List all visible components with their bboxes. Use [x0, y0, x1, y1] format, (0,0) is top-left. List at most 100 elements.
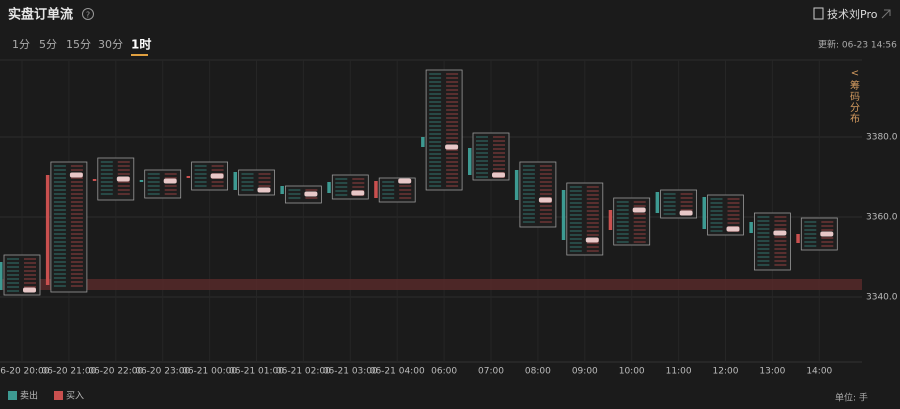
panel-label-char: 布	[850, 113, 860, 125]
close-marker	[23, 287, 36, 293]
cell-right	[446, 77, 459, 79]
cell-left	[429, 113, 442, 115]
cell-right	[446, 133, 459, 135]
cell-right	[586, 206, 599, 208]
x-tick-label: 06-21 01:00	[229, 367, 284, 377]
cell-left	[194, 165, 207, 167]
cell-left	[476, 152, 488, 154]
cell-right	[633, 225, 646, 227]
cell-left	[100, 177, 113, 179]
brand-icon	[813, 7, 824, 20]
cell-right	[70, 253, 83, 255]
cell-left	[53, 217, 66, 219]
cell-left	[429, 97, 442, 99]
cell-right	[352, 178, 365, 180]
cell-right	[727, 222, 740, 224]
cell-right	[446, 141, 459, 143]
tab[interactable]: 5分	[39, 38, 57, 51]
cell-left	[757, 248, 770, 250]
cell-left	[569, 198, 582, 200]
cell-right	[727, 214, 740, 216]
cell-right	[539, 213, 552, 215]
cell-left	[569, 234, 582, 236]
update-time: 更新: 06-23 14:56	[818, 39, 897, 51]
cell-right	[70, 229, 83, 231]
candle-body	[45, 175, 50, 285]
cell-right	[727, 198, 740, 200]
help-icon[interactable]	[82, 8, 94, 20]
cell-left	[522, 169, 535, 171]
cell-left	[382, 197, 395, 199]
cell-right	[446, 109, 459, 111]
cell-left	[522, 209, 535, 211]
cell-left	[147, 193, 160, 195]
tab[interactable]: 1时	[131, 37, 151, 52]
panel-arrow[interactable]: <	[851, 68, 859, 79]
cell-left	[53, 181, 66, 183]
cell-right	[446, 97, 459, 99]
x-tick-label: 06-21 02:00	[276, 367, 331, 377]
cell-right	[633, 241, 646, 243]
x-tick-label: 06-20 20:00	[0, 367, 50, 377]
cell-left	[429, 145, 442, 147]
cell-right	[446, 93, 459, 95]
cell-left	[335, 194, 348, 196]
candle-body	[702, 197, 706, 229]
cell-left	[241, 189, 254, 191]
cell-left	[757, 260, 770, 262]
cell-right	[586, 250, 599, 252]
close-marker	[351, 190, 365, 196]
cell-left	[569, 190, 582, 192]
tab[interactable]: 15分	[66, 38, 91, 51]
candle-body	[655, 192, 660, 213]
cell-right	[774, 264, 787, 266]
cell-left	[476, 156, 488, 158]
expand-icon[interactable]	[881, 9, 891, 19]
cell-left	[522, 173, 535, 175]
cell-right	[258, 185, 271, 187]
tab[interactable]: 1分	[12, 38, 30, 51]
cell-right	[446, 85, 459, 87]
cell-left	[53, 177, 66, 179]
cell-left	[569, 242, 582, 244]
cell-left	[429, 161, 442, 163]
cell-left	[616, 229, 629, 231]
brand[interactable]: 技术刘Pro	[827, 8, 878, 21]
cell-right	[774, 220, 787, 222]
cell-left	[100, 181, 113, 183]
cell-left	[522, 181, 535, 183]
cell-right	[352, 182, 365, 184]
cell-left	[569, 194, 582, 196]
cell-left	[757, 264, 770, 266]
cell-left	[335, 190, 348, 192]
tab[interactable]: 30分	[98, 38, 123, 51]
cell-right	[633, 233, 646, 235]
cell-right	[539, 181, 552, 183]
cell-right	[70, 165, 83, 167]
cell-right	[821, 229, 834, 231]
cell-left	[616, 209, 629, 211]
cell-right	[821, 221, 834, 223]
cell-left	[804, 225, 817, 227]
candle-body	[421, 137, 425, 147]
cell-right	[633, 201, 646, 203]
cell-left	[522, 213, 535, 215]
cell-right	[633, 237, 646, 239]
cell-right	[493, 140, 505, 142]
y-tick-label: 3340.0	[866, 293, 898, 303]
cell-left	[804, 233, 817, 235]
cell-left	[476, 160, 488, 162]
cell-left	[53, 225, 66, 227]
cell-left	[757, 228, 770, 230]
cell-left	[53, 189, 66, 191]
footprint-box	[284, 185, 322, 204]
cell-right	[586, 210, 599, 212]
cell-right	[24, 266, 36, 268]
cell-right	[586, 222, 599, 224]
footprint-box	[472, 132, 510, 181]
cell-left	[7, 262, 19, 264]
footprint-box	[144, 169, 182, 199]
cell-right	[493, 156, 505, 158]
cell-left	[53, 197, 66, 199]
